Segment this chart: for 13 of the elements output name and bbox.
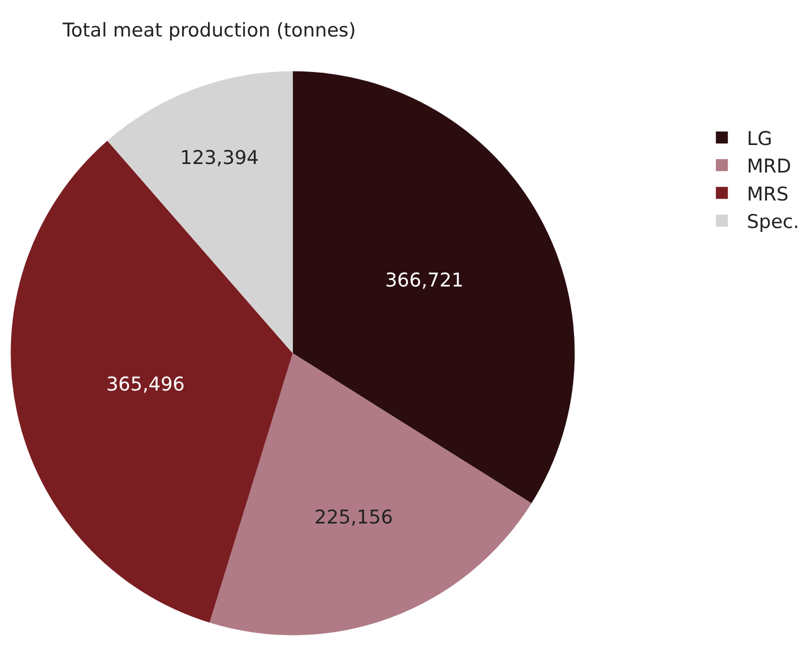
pie-slice [107,71,293,354]
data-label: 123,394 [180,146,259,169]
legend-label: MRD [746,156,792,178]
legend-label: Spec. [746,210,800,233]
data-label: 366,721 [385,269,464,292]
data-label: 225,156 [314,506,393,529]
pie-slice [10,140,293,623]
legend-label: LG [746,128,772,150]
pie-slice [292,71,574,504]
legend-label: MRS [746,183,789,206]
chart-title: Total meat production (tonnes) [62,19,356,42]
pie-slice [210,353,532,635]
data-label: 365,496 [106,373,185,396]
